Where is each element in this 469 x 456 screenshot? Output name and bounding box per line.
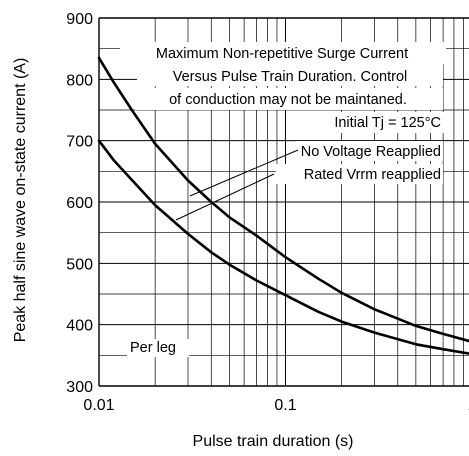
curves — [97, 56, 469, 355]
note-line-1: Maximum Non-repetitive Surge Current — [156, 46, 408, 62]
y-tick-label: 900 — [66, 11, 93, 28]
leader-line-rated-vrrm — [175, 173, 275, 221]
series-labels: No Voltage Reapplied Rated Vrrm reapplie… — [175, 141, 443, 221]
series-label-no-voltage: No Voltage Reapplied — [301, 144, 441, 160]
x-tick-label: 0.01 — [83, 397, 114, 414]
note-box: Maximum Non-repetitive Surge Current Ver… — [120, 42, 446, 133]
leader-line-no-voltage — [189, 149, 299, 197]
per-leg-label: Per leg — [130, 340, 176, 356]
plot-frame — [98, 17, 469, 387]
y-tick-label: 800 — [66, 72, 93, 89]
y-axis-label: Peak half sine wave on-state current (A) — [12, 58, 29, 343]
series-line-1 — [97, 56, 469, 343]
y-tick-label: 500 — [66, 256, 93, 273]
note-line-4: Initial Tj = 125°C — [334, 115, 441, 131]
y-tick-label: 700 — [66, 134, 93, 151]
tick-labels: 300 400 500 600 700 800 900 0.01 0.1 1 — [66, 11, 469, 414]
y-tick-label: 400 — [66, 318, 93, 335]
y-tick-label: 600 — [66, 195, 93, 212]
note-line-3: of conduction may not be maintaned. — [169, 92, 407, 108]
y-tick-label: 300 — [66, 379, 93, 396]
x-tick-label: 0.1 — [274, 397, 296, 414]
series-line-2 — [97, 139, 469, 355]
x-axis-label: Pulse train duration (s) — [193, 433, 354, 450]
note-line-2: Versus Pulse Train Duration. Control — [173, 69, 408, 85]
series-label-rated-vrrm: Rated Vrrm reapplied — [304, 167, 441, 183]
x-tick-label: 1 — [468, 397, 469, 414]
